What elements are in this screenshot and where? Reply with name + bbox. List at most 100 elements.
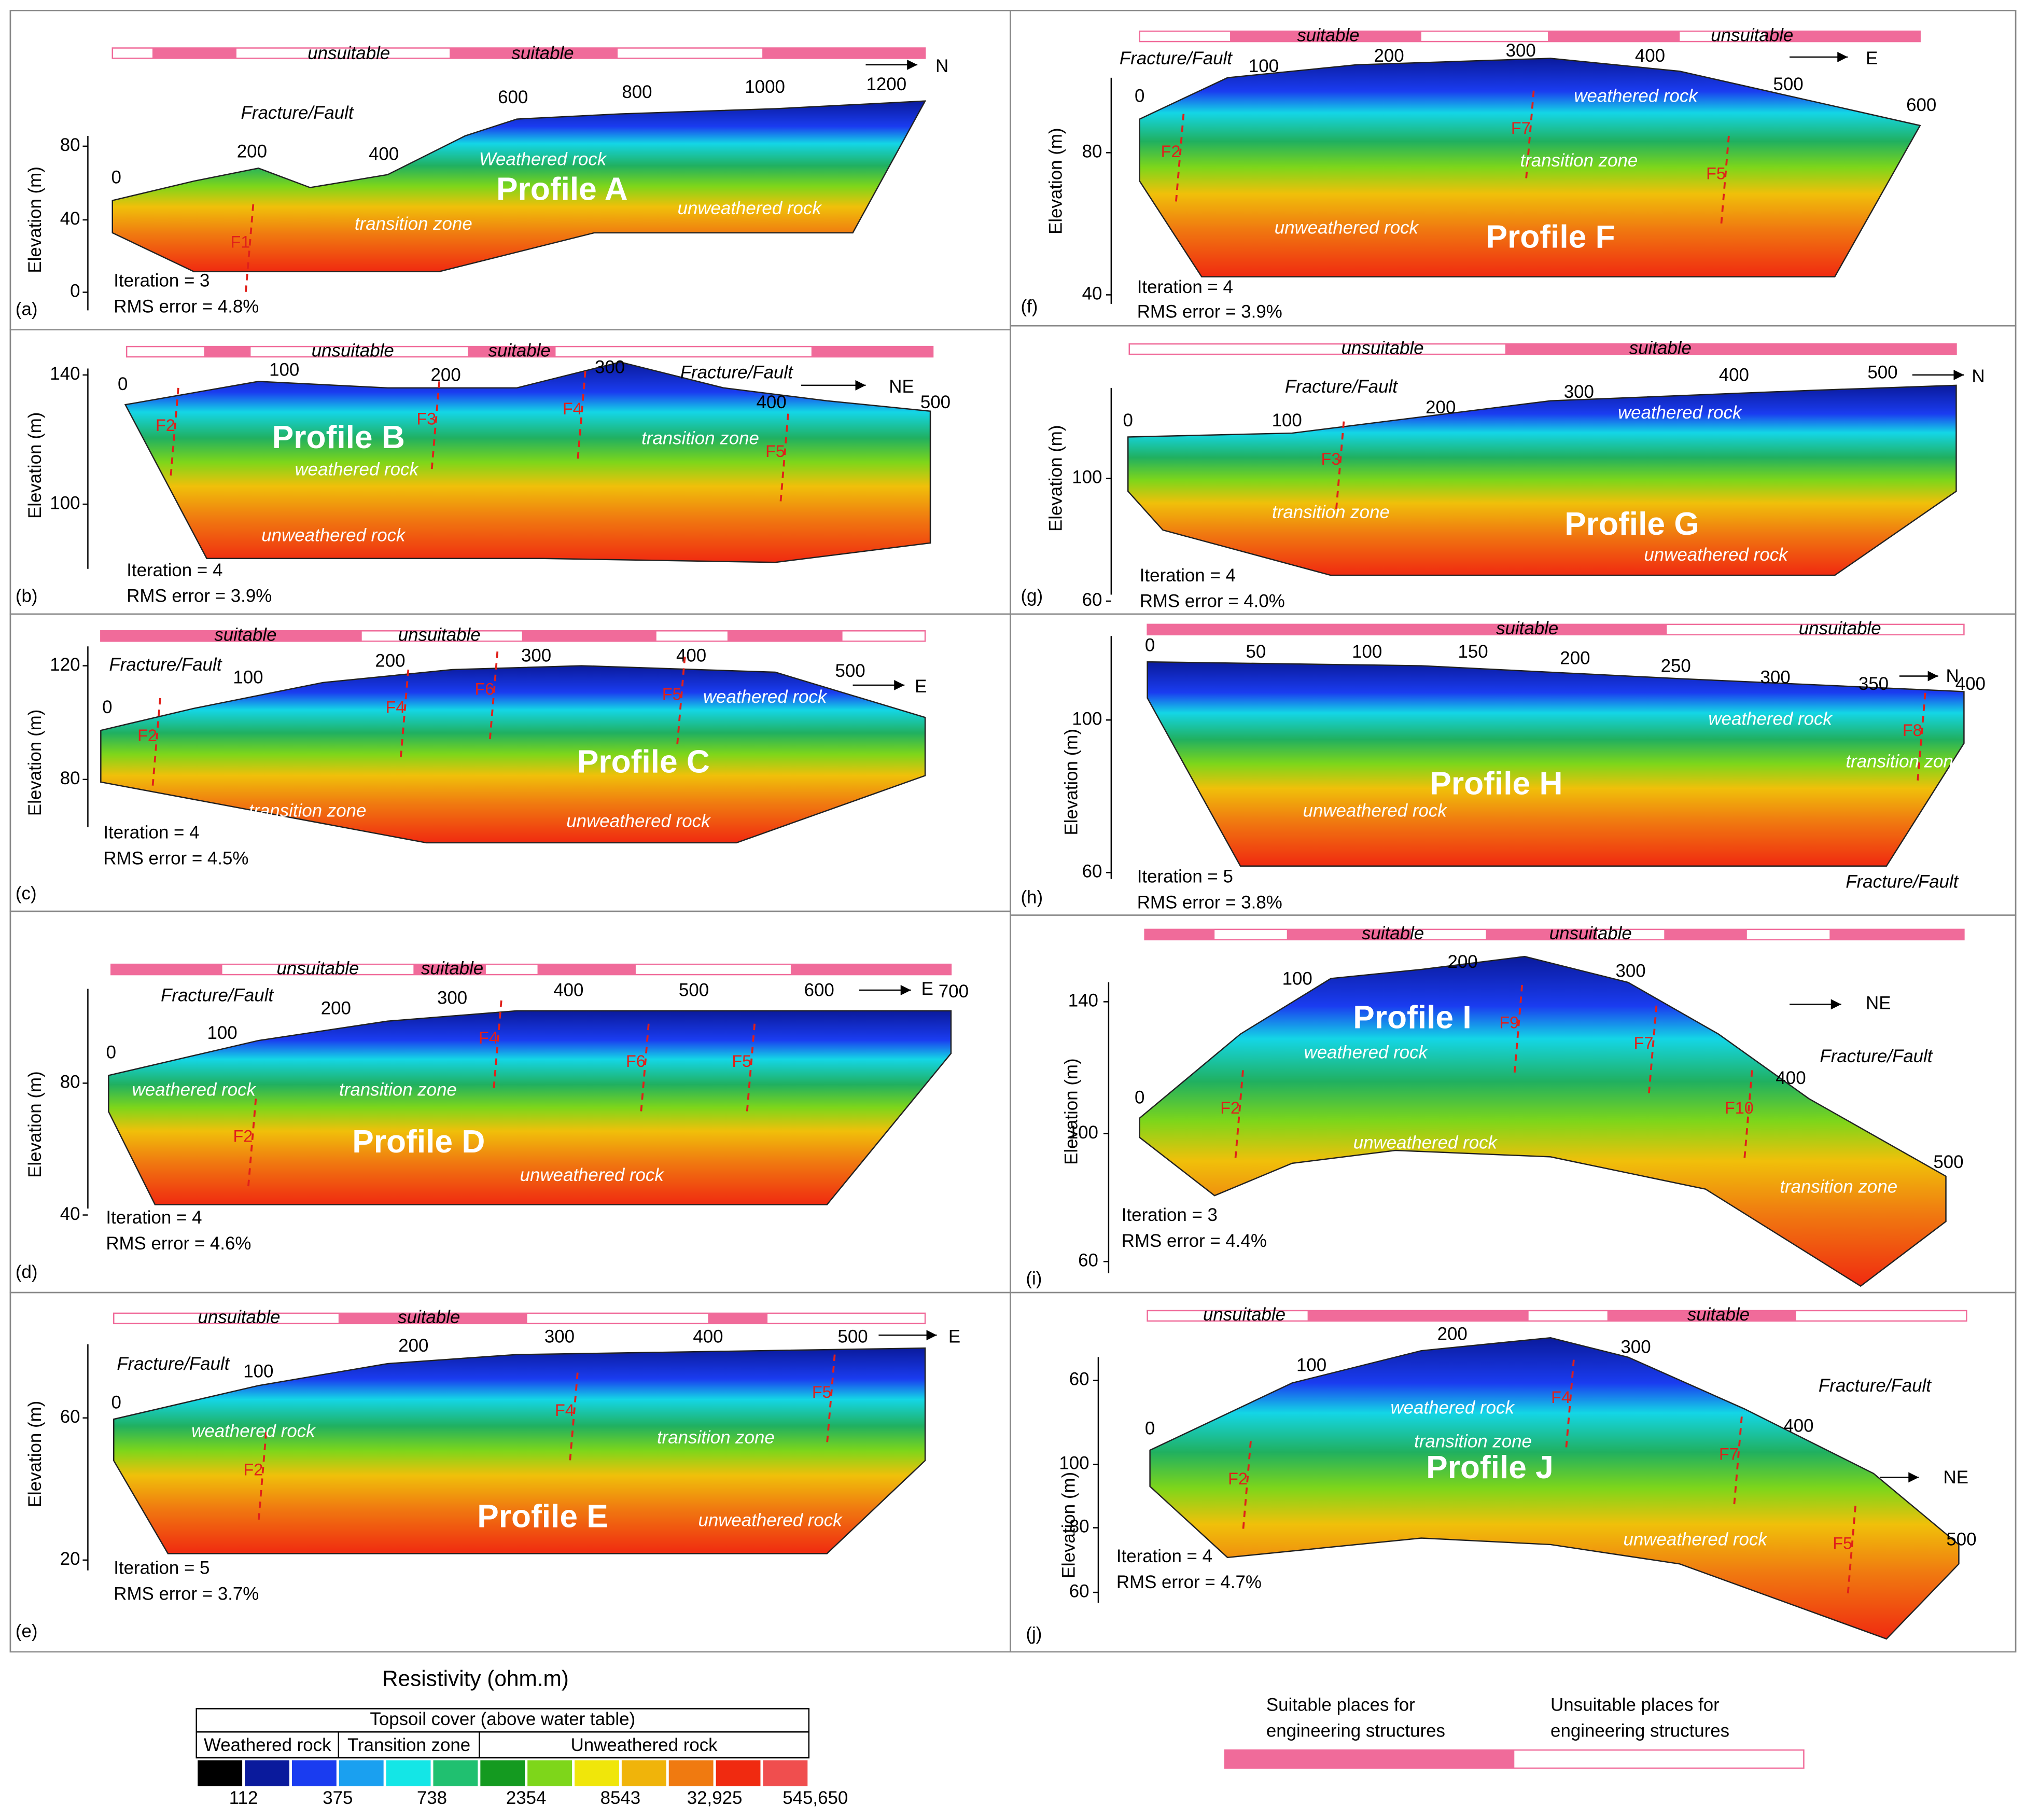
- y-axis-label: Elevation (m): [25, 1071, 45, 1177]
- x-tick-label: 0: [1145, 635, 1155, 655]
- fault-line: [1234, 1070, 1244, 1161]
- fault-line: [257, 1432, 268, 1523]
- x-tick-label: 250: [1661, 656, 1691, 676]
- fault-line: [1175, 114, 1185, 205]
- suitable-segment: [467, 346, 556, 357]
- x-tick-label: 200: [1426, 397, 1456, 418]
- legend-table: [195, 1708, 810, 1759]
- x-tick-label: 400: [369, 144, 399, 164]
- suitable-segment: [1147, 624, 1667, 635]
- iteration: Iteration = 4: [127, 560, 222, 580]
- annotation: weathered rock: [191, 1421, 316, 1441]
- fault-label: F2: [137, 726, 157, 745]
- suitable-segment: [1287, 929, 1411, 940]
- suitable-segment: [790, 964, 951, 975]
- annotation: unweathered rock: [520, 1165, 665, 1185]
- suitable-segment: [537, 964, 636, 975]
- y-tick-label: 60: [60, 1407, 80, 1427]
- suitable-segment: [1664, 929, 1747, 940]
- suitability-label: unsuitable: [1711, 25, 1793, 45]
- rms-error: RMS error = 3.9%: [1137, 302, 1282, 322]
- x-tick-label: 300: [595, 357, 625, 378]
- legend-swatch: [575, 1760, 619, 1786]
- suitable-segment: [450, 48, 618, 59]
- panel-label: (i): [1026, 1268, 1042, 1288]
- arrow-head: [1837, 52, 1848, 62]
- suitability-label: suitable: [398, 1307, 460, 1327]
- y-tick-label: 80: [1082, 142, 1102, 162]
- x-tick-label: 100: [1296, 1355, 1326, 1375]
- x-tick-label: 200: [375, 650, 405, 671]
- annotation: transition zone: [1520, 150, 1638, 171]
- rms-error: RMS error = 3.7%: [114, 1583, 259, 1604]
- x-tick-label: 100: [1282, 968, 1312, 989]
- annotation: weathered rock: [1304, 1042, 1429, 1062]
- x-tick-label: 400: [1955, 674, 1986, 694]
- x-tick-label: 0: [106, 1042, 116, 1062]
- resistivity-section: [100, 665, 926, 844]
- fault-line: [1242, 1441, 1252, 1532]
- fault-label: F6: [626, 1052, 646, 1071]
- x-tick-label: 300: [437, 988, 467, 1008]
- fault-line: [1733, 1416, 1743, 1507]
- y-axis-label: Elevation (m): [25, 166, 45, 273]
- fault-line: [1720, 135, 1730, 227]
- legend-swatch: [198, 1760, 243, 1786]
- annotation: weathered rock: [132, 1080, 257, 1100]
- panel-frame: [1010, 1291, 2017, 1652]
- fault-label: F5: [1706, 164, 1726, 183]
- annotation: transition zone: [1272, 502, 1390, 522]
- annotation: transition zone: [339, 1080, 457, 1100]
- fault-label: F7: [1719, 1445, 1739, 1464]
- legend-zone: Weathered rock: [204, 1735, 331, 1755]
- suitable-segment: [152, 48, 236, 59]
- x-tick-label: 400: [676, 645, 706, 665]
- x-tick-label: 200: [1437, 1324, 1468, 1344]
- legend-swatch: [291, 1760, 337, 1786]
- annotation: Weathered rock: [479, 149, 607, 170]
- arrow-head: [855, 380, 866, 391]
- iteration: Iteration = 5: [114, 1558, 209, 1578]
- annotation: unweathered rock: [1353, 1133, 1498, 1153]
- suitable-segment: [338, 1313, 527, 1324]
- x-tick-label: 500: [1773, 74, 1803, 94]
- fault-label: F4: [555, 1401, 575, 1420]
- fault-line: [746, 1023, 756, 1115]
- y-tick-label: 80: [1069, 1517, 1089, 1537]
- legend-zone: Unweathered rock: [571, 1735, 718, 1755]
- annotation: Fracture/Fault: [109, 655, 222, 675]
- resistivity-section: [113, 1347, 926, 1554]
- legend-value: 2354: [506, 1788, 547, 1808]
- legend-value: 8543: [600, 1788, 641, 1808]
- x-tick-label: 100: [1249, 56, 1279, 76]
- fault-label: F5: [662, 685, 682, 703]
- annotation: Fracture/Fault: [1820, 1046, 1933, 1066]
- fault-line: [640, 1023, 650, 1115]
- x-tick-label: 800: [622, 82, 652, 102]
- direction-label: N: [1946, 666, 1959, 686]
- fault-label: F5: [765, 442, 785, 461]
- suitability-label: suitable: [511, 43, 574, 63]
- annotation: weathered rock: [1618, 402, 1742, 423]
- annotation: unweathered rock: [1303, 800, 1448, 821]
- y-tick-label: 80: [60, 1072, 80, 1092]
- x-tick-label: 200: [1374, 46, 1404, 66]
- suitable-segment: [1230, 31, 1421, 42]
- x-tick-label: 0: [111, 167, 121, 187]
- y-tick-label: 140: [1068, 991, 1098, 1011]
- legend-swatch: [480, 1760, 525, 1786]
- y-axis-label: Elevation (m): [1061, 729, 1081, 835]
- rms-error: RMS error = 4.5%: [103, 849, 248, 869]
- legend-value: 545,650: [783, 1788, 848, 1808]
- suitability-legend-text: engineering structures: [1550, 1720, 1729, 1741]
- x-tick-label: 300: [544, 1326, 575, 1346]
- direction-label: E: [921, 979, 933, 999]
- suitability-legend-text: Suitable places for: [1266, 1695, 1415, 1715]
- fault-label: F5: [732, 1052, 751, 1071]
- panel-label: (j): [1026, 1624, 1042, 1644]
- suitable-segment: [1307, 1310, 1529, 1321]
- suitability-label: suitable: [1496, 618, 1558, 638]
- x-tick-label: 500: [835, 661, 865, 681]
- fault-label: F1: [231, 232, 250, 251]
- suitability-label: unsuitable: [1342, 338, 1424, 358]
